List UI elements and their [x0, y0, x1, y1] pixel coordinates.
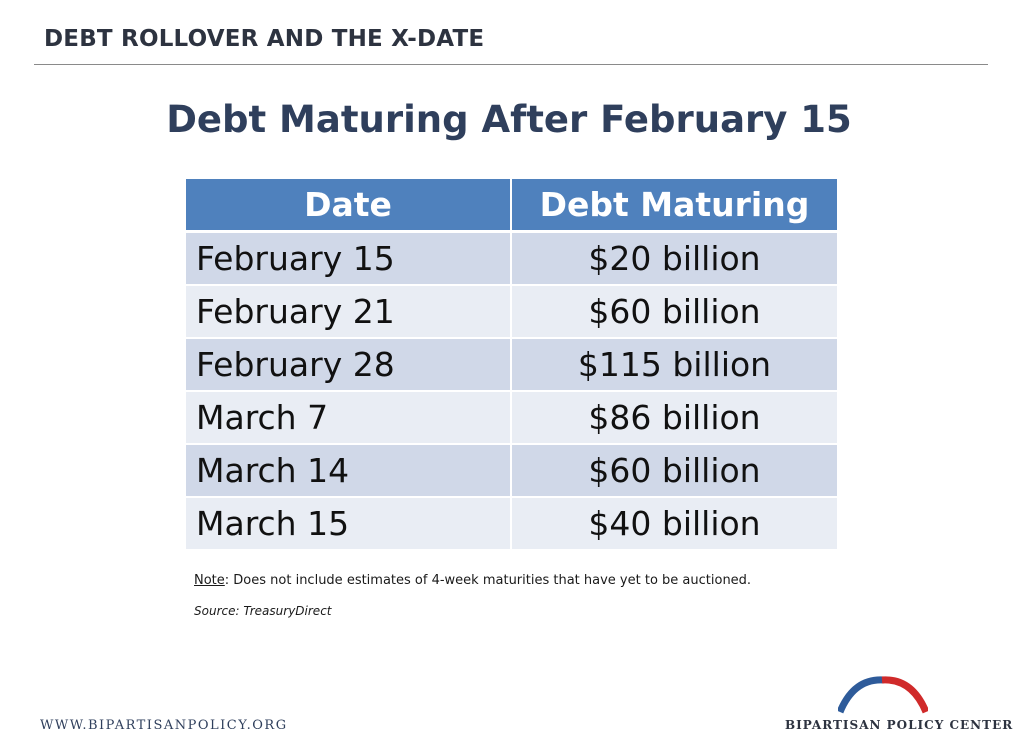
header-divider [34, 64, 988, 65]
table-row: March 15 $40 billion [184, 496, 839, 551]
red-blue-arcs-logo-icon [838, 676, 928, 714]
footer-organization: BIPARTISAN POLICY CENTER [785, 718, 1014, 732]
table-row: March 7 $86 billion [184, 390, 839, 445]
amount-cell: $20 billion [510, 230, 839, 286]
date-cell: March 15 [184, 496, 512, 551]
note-text: : Does not include estimates of 4-week m… [224, 573, 752, 588]
footer-website: WWW.BIPARTISANPOLICY.ORG [40, 718, 288, 733]
table-row: February 21 $60 billion [184, 284, 839, 339]
date-cell: February 28 [184, 337, 512, 392]
amount-cell: $60 billion [510, 284, 839, 339]
table-note: Note: Does not include estimates of 4-we… [194, 573, 751, 588]
column-header-date: Date [184, 179, 512, 233]
date-cell: February 21 [184, 284, 512, 339]
date-cell: February 15 [184, 230, 512, 286]
amount-cell: $60 billion [510, 443, 839, 498]
table-row: February 28 $115 billion [184, 337, 839, 392]
table-row: March 14 $60 billion [184, 443, 839, 498]
amount-cell: $115 billion [510, 337, 839, 392]
date-cell: March 7 [184, 390, 512, 445]
table-row: February 15 $20 billion [184, 230, 839, 286]
table-header-row: Date Debt Maturing [184, 179, 839, 233]
debt-maturing-table: Date Debt Maturing February 15 $20 billi… [184, 179, 839, 551]
note-label: Note [194, 573, 225, 588]
slide-title: Debt Maturing After February 15 [166, 98, 852, 141]
section-header: DEBT ROLLOVER AND THE X-DATE [44, 26, 485, 52]
amount-cell: $86 billion [510, 390, 839, 445]
source-citation: Source: TreasuryDirect [194, 604, 332, 618]
column-header-debt-maturing: Debt Maturing [510, 179, 839, 233]
date-cell: March 14 [184, 443, 512, 498]
amount-cell: $40 billion [510, 496, 839, 551]
